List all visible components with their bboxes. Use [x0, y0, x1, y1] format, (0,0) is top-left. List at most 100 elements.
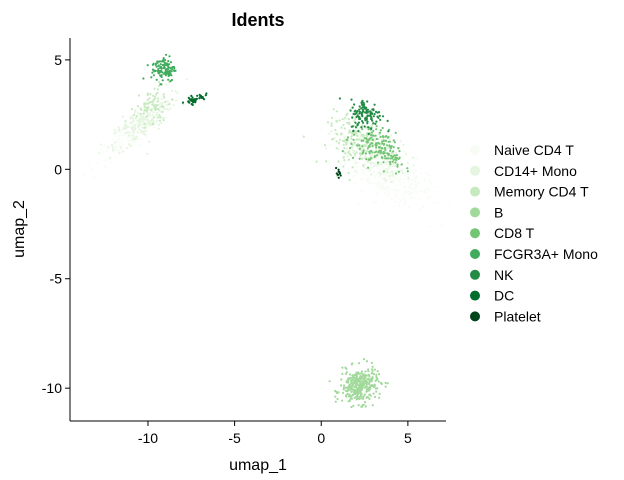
data-point [82, 172, 85, 176]
data-point [379, 168, 382, 171]
data-point [365, 138, 368, 141]
legend-key [470, 145, 480, 155]
legend-label: CD14+ Mono [494, 163, 577, 179]
data-point [384, 162, 387, 165]
data-point [170, 70, 173, 73]
data-point [157, 116, 160, 119]
data-point [374, 134, 377, 137]
data-point [385, 194, 388, 197]
data-point [360, 139, 363, 142]
data-point [378, 373, 381, 376]
legend-key [470, 207, 480, 218]
data-point [372, 122, 375, 125]
data-point [151, 122, 154, 125]
data-point [380, 184, 383, 187]
data-point [352, 151, 355, 154]
data-point [139, 112, 142, 115]
data-point [141, 117, 144, 120]
data-point [390, 140, 394, 143]
data-point [348, 178, 351, 181]
data-point [384, 188, 387, 191]
data-point [124, 134, 127, 137]
data-point [369, 150, 372, 153]
data-point [361, 375, 364, 378]
data-point [358, 376, 362, 379]
data-point [362, 189, 365, 192]
data-point [370, 167, 373, 170]
data-point [407, 177, 410, 180]
data-point [385, 135, 388, 138]
data-point [140, 138, 144, 141]
data-point [131, 138, 134, 141]
data-point [359, 117, 362, 120]
data-point [157, 81, 161, 84]
data-point [153, 104, 156, 108]
data-point [136, 138, 139, 141]
data-point [394, 156, 397, 159]
data-point [102, 144, 105, 147]
data-point [365, 174, 368, 177]
legend-key [470, 165, 480, 176]
data-point [126, 131, 129, 134]
data-point [137, 122, 140, 125]
data-point [368, 152, 371, 155]
data-point [411, 188, 414, 191]
data-point [377, 161, 380, 164]
data-point [389, 160, 392, 163]
data-point [384, 139, 388, 142]
data-point [162, 93, 165, 96]
data-point [143, 109, 146, 112]
data-point [145, 118, 148, 121]
data-point [158, 84, 161, 87]
data-point [373, 103, 376, 106]
data-point [376, 387, 379, 390]
data-point [379, 135, 382, 138]
data-point [124, 132, 127, 135]
data-point [339, 172, 342, 175]
data-point [361, 103, 364, 106]
data-point [360, 111, 363, 114]
data-point [368, 397, 371, 400]
legend-key [470, 311, 480, 322]
data-point [339, 174, 342, 177]
data-point [156, 88, 159, 91]
data-point [148, 112, 151, 115]
data-point [355, 376, 358, 379]
data-point [347, 171, 350, 175]
data-point [335, 140, 338, 143]
data-point [146, 111, 149, 114]
data-point [382, 182, 385, 186]
data-point [389, 157, 392, 160]
data-point [342, 140, 345, 143]
data-point [379, 173, 382, 176]
data-point [366, 140, 369, 144]
data-point [408, 206, 411, 209]
data-point [350, 135, 353, 138]
data-point [410, 179, 413, 182]
data-point [394, 161, 397, 164]
data-point [158, 123, 161, 126]
data-point [100, 148, 103, 151]
data-point [340, 126, 343, 129]
data-point [341, 399, 344, 402]
data-point [381, 147, 384, 150]
data-point [401, 171, 404, 175]
data-point [372, 162, 375, 165]
data-point [360, 370, 364, 373]
data-point [156, 104, 159, 107]
data-point [133, 126, 136, 129]
data-point [325, 160, 328, 163]
data-point [355, 377, 358, 380]
data-point [410, 195, 414, 199]
data-point [367, 377, 370, 380]
data-point [167, 60, 170, 63]
data-point [359, 391, 362, 395]
data-point [368, 114, 372, 117]
data-point [414, 180, 417, 183]
data-point [427, 196, 430, 199]
data-point [361, 178, 364, 181]
data-point [367, 166, 370, 169]
data-point [346, 393, 349, 396]
data-point [151, 114, 154, 117]
data-point [350, 98, 353, 101]
